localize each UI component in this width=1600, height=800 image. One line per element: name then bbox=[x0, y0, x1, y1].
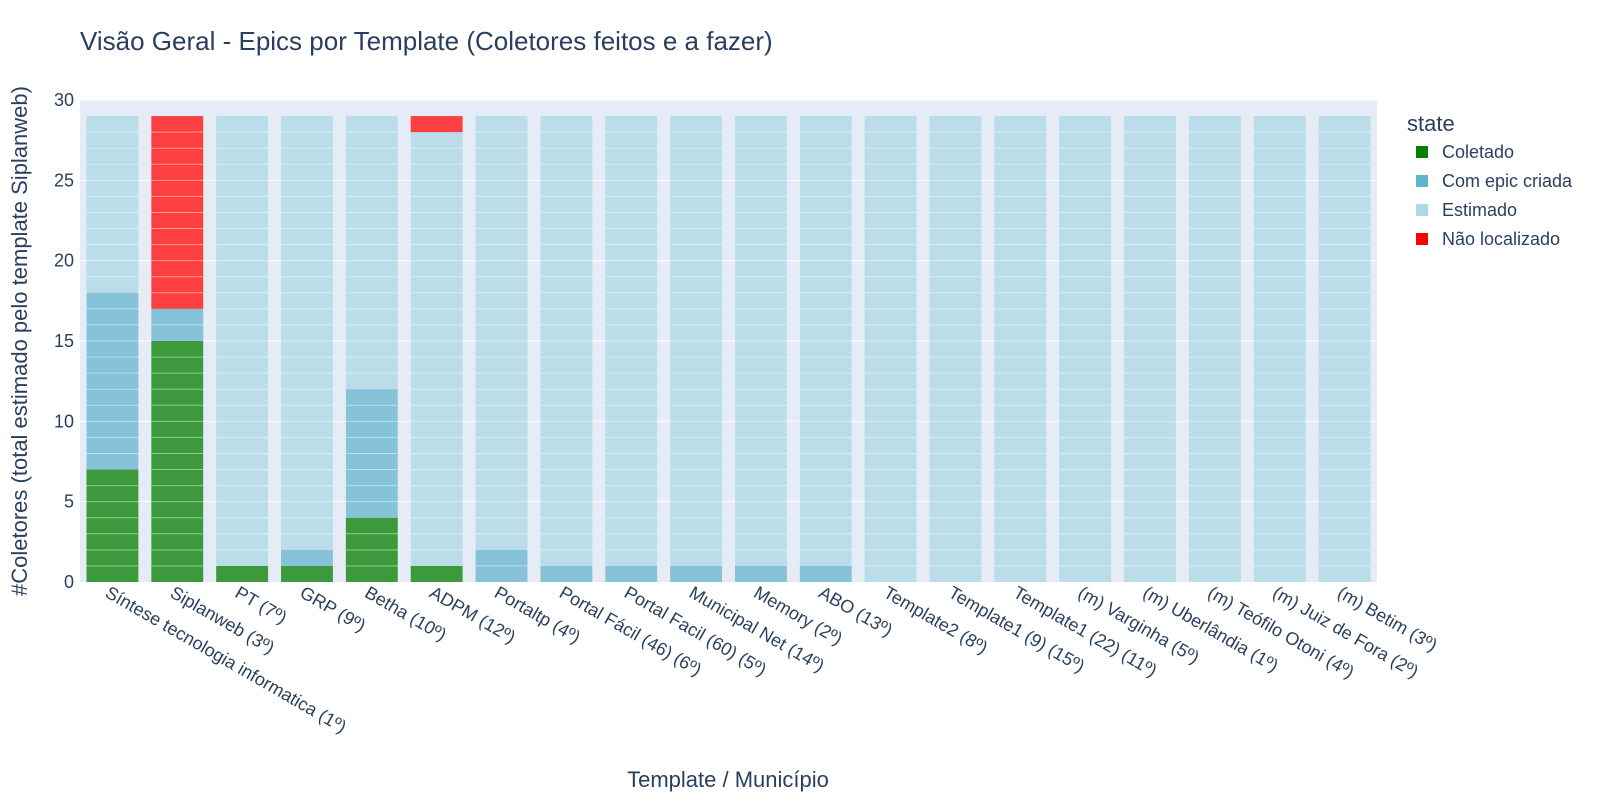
legend-swatch bbox=[1416, 146, 1428, 158]
bar-segment[interactable] bbox=[475, 116, 528, 550]
legend-title: state bbox=[1407, 111, 1455, 136]
bar-segment[interactable] bbox=[345, 116, 398, 390]
bar-segment[interactable] bbox=[799, 116, 852, 566]
x-axis-ticks: Síntese tecnologia informatica (1º)Sipla… bbox=[102, 582, 1441, 737]
bar-segment[interactable] bbox=[799, 565, 852, 582]
bar-segment[interactable] bbox=[734, 116, 787, 566]
bar-segment[interactable] bbox=[410, 116, 463, 133]
bar-segment[interactable] bbox=[216, 565, 269, 582]
bar-segment[interactable] bbox=[345, 389, 398, 518]
legend[interactable]: state Coletado Com epic criada Estimado Não… bbox=[1407, 111, 1573, 249]
bar-segment[interactable] bbox=[1318, 116, 1371, 583]
bar-segment[interactable] bbox=[345, 517, 398, 582]
y-axis-ticks: 0 5 10 15 20 25 30 bbox=[54, 90, 74, 592]
y-tick-label: 10 bbox=[54, 411, 74, 431]
bar-segment[interactable] bbox=[1188, 116, 1241, 583]
legend-swatch bbox=[1416, 233, 1428, 245]
bar-segment[interactable] bbox=[929, 116, 982, 583]
bar-segment[interactable] bbox=[475, 549, 528, 582]
legend-item-label: Coletado bbox=[1442, 142, 1514, 162]
bar-segment[interactable] bbox=[1124, 116, 1176, 583]
legend-swatch bbox=[1416, 175, 1428, 187]
bar-segment[interactable] bbox=[605, 116, 658, 566]
bar-segment[interactable] bbox=[540, 565, 593, 582]
bar-segment[interactable] bbox=[540, 116, 593, 566]
bar-segment[interactable] bbox=[994, 116, 1047, 583]
legend-item-label: Estimado bbox=[1442, 200, 1517, 220]
y-tick-label: 30 bbox=[54, 90, 74, 110]
y-tick-label: 20 bbox=[54, 251, 74, 271]
bar-segment[interactable] bbox=[86, 469, 139, 582]
bar-segment[interactable] bbox=[410, 132, 463, 566]
x-axis-title: Template / Município bbox=[627, 767, 829, 792]
bar-segment[interactable] bbox=[864, 116, 917, 583]
bar-segment[interactable] bbox=[86, 116, 139, 293]
y-axis-title: #Coletores (total estimado pelo template… bbox=[7, 86, 32, 596]
y-tick-label: 25 bbox=[54, 170, 74, 190]
bar-segment[interactable] bbox=[410, 565, 463, 582]
y-tick-label: 5 bbox=[64, 492, 74, 512]
bar-segment[interactable] bbox=[281, 549, 333, 566]
bar-segment[interactable] bbox=[670, 116, 723, 566]
bar-segment[interactable] bbox=[1059, 116, 1112, 583]
legend-swatch bbox=[1416, 204, 1428, 216]
y-tick-label: 0 bbox=[64, 572, 74, 592]
bar-segment[interactable] bbox=[670, 565, 723, 582]
bar-segment[interactable] bbox=[281, 565, 333, 582]
legend-item-label: Não localizado bbox=[1442, 229, 1560, 249]
y-tick-label: 15 bbox=[54, 331, 74, 351]
bar-segment[interactable] bbox=[281, 116, 333, 550]
bar-segment[interactable] bbox=[605, 565, 658, 582]
bar-segment[interactable] bbox=[151, 341, 204, 582]
bar-segment[interactable] bbox=[86, 292, 139, 470]
bar-segment[interactable] bbox=[1253, 116, 1306, 583]
bar-segment[interactable] bbox=[151, 116, 204, 309]
bar-segment[interactable] bbox=[216, 116, 269, 566]
chart-title: Visão Geral - Epics por Template (Coleto… bbox=[80, 26, 773, 56]
bars bbox=[86, 116, 1371, 583]
bar-segment[interactable] bbox=[151, 308, 204, 341]
legend-item-label: Com epic criada bbox=[1442, 171, 1573, 191]
bar-segment[interactable] bbox=[734, 565, 787, 582]
x-tick-label: GRP (9º) bbox=[297, 582, 370, 635]
